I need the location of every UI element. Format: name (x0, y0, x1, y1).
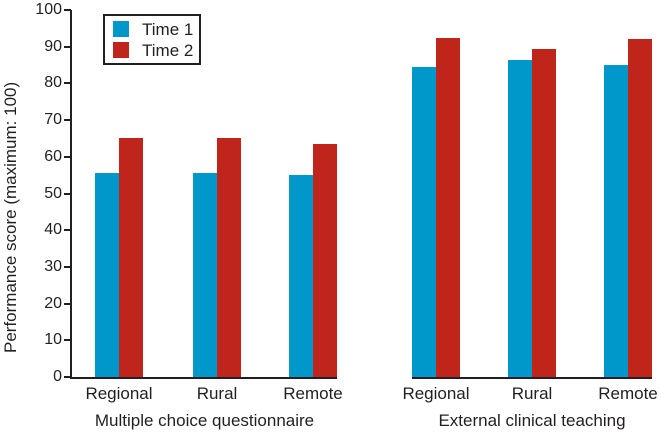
y-tick-mark-0 (64, 376, 71, 378)
y-tick-label-100: 100 (35, 1, 62, 18)
y-tick-mark-40 (64, 229, 71, 232)
category-label-external-clinical-teaching-regional: Regional (402, 384, 470, 403)
bar-multiple-choice-questionnaire-rural-time-1 (193, 173, 217, 377)
legend-label-time2: Time 2 (142, 40, 194, 60)
category-label-external-clinical-teaching-remote: Remote (598, 384, 658, 403)
group-label-multiple-choice-questionnaire: Multiple choice questionnaire (94, 411, 315, 430)
y-tick-mark-70 (64, 119, 71, 122)
y-tick-mark-80 (64, 82, 71, 85)
bar-multiple-choice-questionnaire-remote-time-1 (289, 175, 313, 377)
bar-external-clinical-teaching-regional-time-1 (412, 67, 436, 377)
y-tick-mark-50 (64, 192, 71, 195)
legend-swatch-time2 (113, 42, 129, 58)
y-tick-mark-100 (64, 9, 71, 11)
y-tick-label-90: 90 (44, 37, 62, 55)
category-label-multiple-choice-questionnaire-regional: Regional (85, 384, 153, 403)
bar-multiple-choice-questionnaire-regional-time-2 (119, 138, 143, 377)
y-tick-label-20: 20 (44, 294, 62, 312)
y-tick-label-80: 80 (44, 74, 62, 92)
bar-multiple-choice-questionnaire-remote-time-2 (313, 144, 337, 377)
y-tick-label-70: 70 (44, 111, 62, 129)
y-tick-mark-90 (64, 45, 71, 48)
category-label-external-clinical-teaching-rural: Rural (511, 384, 553, 403)
y-tick-label-50: 50 (44, 184, 62, 202)
bar-external-clinical-teaching-remote-time-1 (604, 65, 628, 377)
legend-item-time2: Time 2 (113, 42, 199, 59)
y-axis-line (70, 10, 72, 379)
y-tick-label-40: 40 (44, 221, 62, 239)
y-tick-mark-30 (64, 265, 71, 268)
x-axis-multiple-choice-questionnaire (72, 377, 337, 379)
legend-item-time1: Time 1 (113, 21, 199, 38)
bar-external-clinical-teaching-regional-time-2 (436, 38, 460, 377)
category-label-multiple-choice-questionnaire-remote: Remote (283, 384, 343, 403)
bar-multiple-choice-questionnaire-rural-time-2 (217, 138, 241, 377)
y-tick-label-30: 30 (44, 257, 62, 275)
y-tick-label-60: 60 (44, 147, 62, 165)
y-tick-label-10: 10 (44, 331, 62, 349)
x-axis-external-clinical-teaching (412, 377, 652, 379)
legend-label-time1: Time 1 (142, 19, 194, 39)
y-tick-label-0: 0 (53, 368, 62, 385)
bar-multiple-choice-questionnaire-regional-time-1 (95, 173, 119, 377)
y-tick-mark-10 (64, 339, 71, 342)
bar-external-clinical-teaching-remote-time-2 (628, 39, 652, 377)
bar-external-clinical-teaching-rural-time-2 (532, 49, 556, 377)
group-label-external-clinical-teaching: External clinical teaching (438, 411, 626, 430)
y-tick-mark-60 (64, 155, 71, 158)
y-tick-mark-20 (64, 302, 71, 305)
bar-external-clinical-teaching-rural-time-1 (508, 60, 532, 377)
legend: Time 1 Time 2 (103, 14, 201, 65)
legend-swatch-time1 (113, 21, 129, 37)
category-label-multiple-choice-questionnaire-rural: Rural (196, 384, 238, 403)
